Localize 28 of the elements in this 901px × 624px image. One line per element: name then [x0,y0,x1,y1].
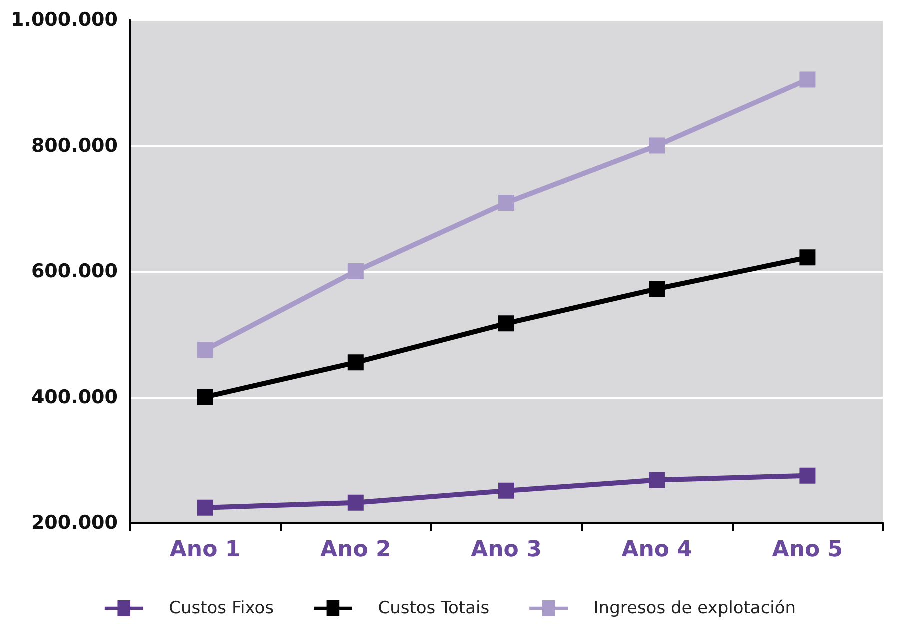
x-tick-label: Ano 1 [170,538,241,562]
y-tick-label: 600.000 [31,260,118,282]
point [800,72,816,88]
point [348,354,364,371]
point [800,468,816,484]
y-tick-label: 200.000 [31,512,118,534]
point [649,281,666,298]
x-tick-label: Ano 5 [772,538,844,562]
point [649,138,666,154]
legend-label: Custos Totais [378,598,490,618]
y-tick-label: 400.000 [31,386,118,408]
y-tick-label: 800.000 [31,134,118,157]
point [348,264,364,280]
point [348,494,364,511]
y-tick-label: 1.000.000 [11,9,118,31]
point [498,482,514,499]
point [498,316,514,332]
point [498,194,514,211]
x-tick-label: Ano 3 [471,538,542,562]
x-tick-label: Ano 4 [622,538,692,562]
x-tick-label: Ano 2 [320,538,392,562]
point [197,389,214,406]
point [197,342,214,358]
legend-label: Custos Fixos [169,598,274,618]
point [649,472,666,488]
legend-label: Ingresos de explotación [594,598,796,618]
point [197,500,214,516]
point [800,250,816,266]
